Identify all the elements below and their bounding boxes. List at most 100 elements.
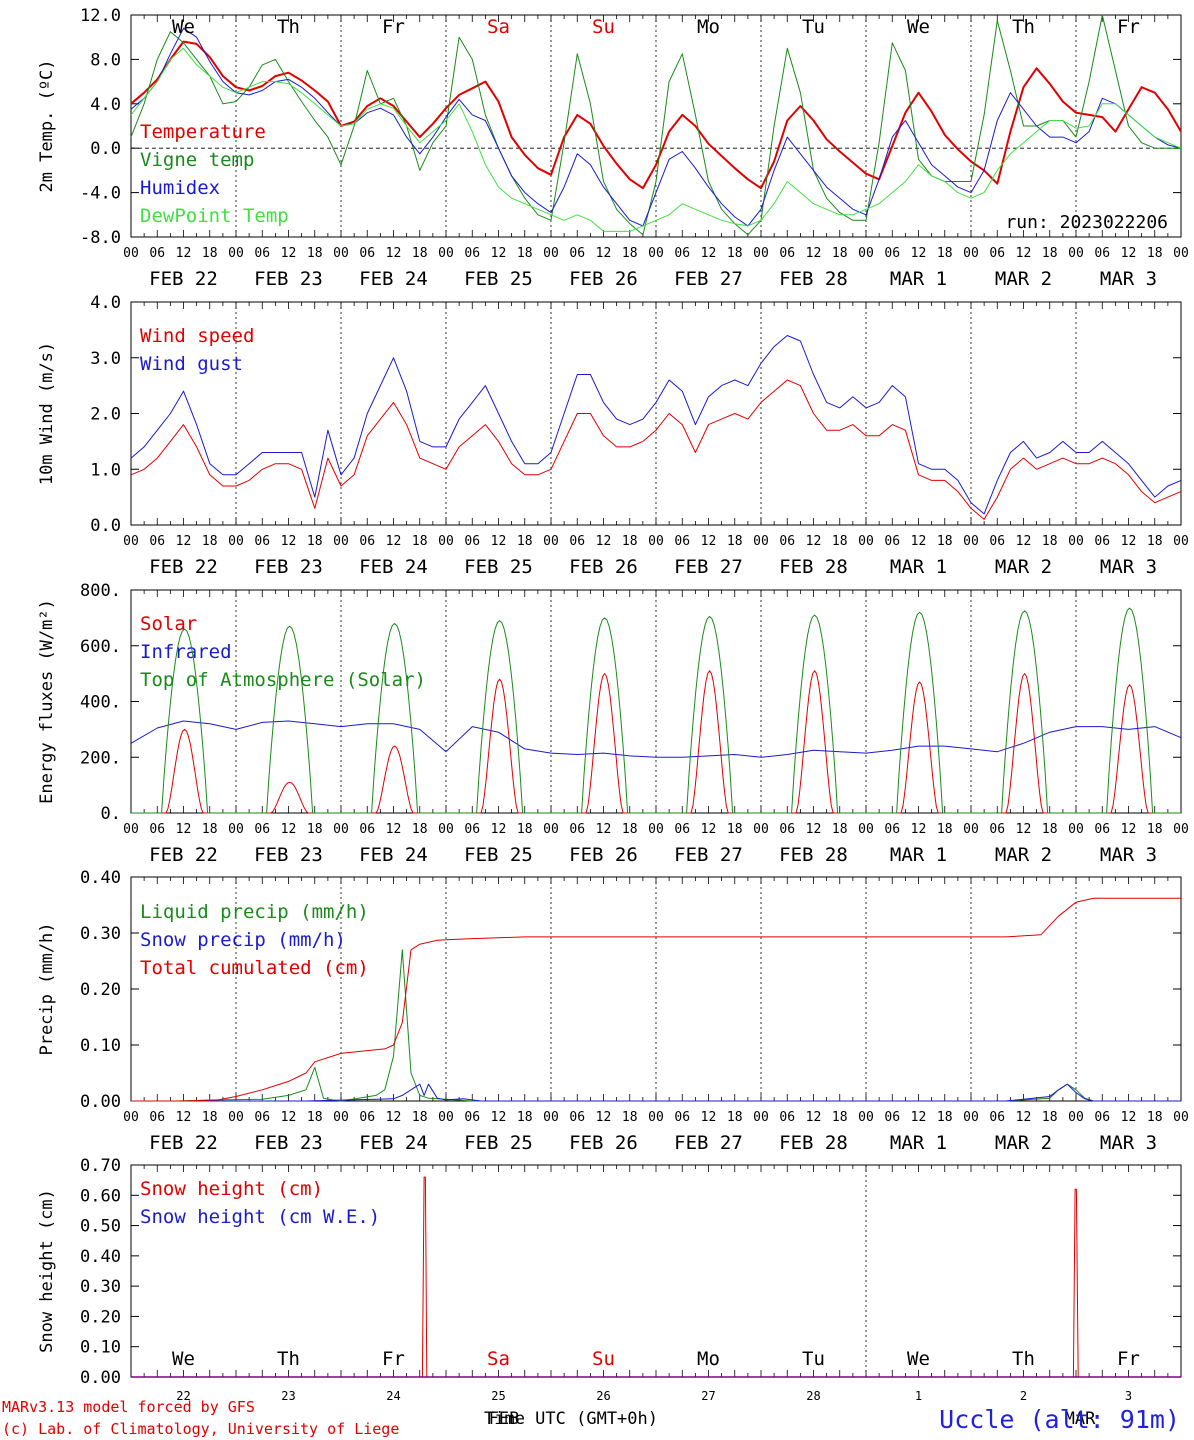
hour-tick-label: 00 bbox=[438, 1110, 454, 1125]
hour-tick-label: 12 bbox=[281, 246, 297, 261]
date-label: FEB 28 bbox=[779, 844, 848, 866]
hour-tick-label: 18 bbox=[1042, 1110, 1058, 1125]
hour-tick-label: 00 bbox=[648, 534, 664, 549]
y-tick-label: 0.70 bbox=[80, 1156, 121, 1176]
date-label: FEB 25 bbox=[464, 844, 533, 866]
y-tick-label: -4.0 bbox=[80, 184, 121, 204]
hour-tick-label: 18 bbox=[832, 534, 848, 549]
date-label: FEB 27 bbox=[674, 268, 743, 290]
hour-tick-label: 18 bbox=[307, 1110, 323, 1125]
hour-tick-label: 06 bbox=[779, 822, 795, 837]
y-tick-label: 8.0 bbox=[90, 50, 121, 70]
day-number: 25 bbox=[491, 1389, 505, 1403]
hour-tick-label: 12 bbox=[386, 246, 402, 261]
hour-tick-label: 18 bbox=[412, 1110, 428, 1125]
date-label: FEB 28 bbox=[779, 556, 848, 578]
legend-entry: Snow height (cm) bbox=[140, 1178, 323, 1200]
hour-tick-label: 06 bbox=[884, 534, 900, 549]
weekday-label: We bbox=[907, 16, 930, 38]
date-label: FEB 28 bbox=[779, 1132, 848, 1154]
day-number: 28 bbox=[806, 1389, 820, 1403]
date-label: FEB 27 bbox=[674, 556, 743, 578]
hour-tick-label: 00 bbox=[123, 534, 139, 549]
hour-tick-label: 06 bbox=[254, 822, 270, 837]
hour-tick-label: 00 bbox=[543, 534, 559, 549]
hour-tick-label: 00 bbox=[438, 822, 454, 837]
hour-tick-label: 18 bbox=[1147, 1110, 1163, 1125]
hour-tick-label: 18 bbox=[1042, 246, 1058, 261]
hour-tick-label: 12 bbox=[806, 246, 822, 261]
hour-tick-label: 00 bbox=[333, 534, 349, 549]
hour-tick-label: 18 bbox=[727, 534, 743, 549]
y-tick-label: 0.40 bbox=[80, 1247, 121, 1267]
hour-tick-label: 06 bbox=[149, 1110, 165, 1125]
series-line-4 bbox=[130, 47, 1182, 232]
date-label: MAR 1 bbox=[890, 1132, 947, 1154]
panel-5: 0.70 0.60 0.50 0.40 0.30 0.20 0.10 0.00 Snow hei… bbox=[37, 1156, 1182, 1403]
series-line-1 bbox=[130, 40, 1182, 190]
hour-tick-label: 06 bbox=[674, 534, 690, 549]
weekday-label: Mo bbox=[697, 1348, 720, 1370]
hour-tick-label: 18 bbox=[1147, 246, 1163, 261]
hour-tick-label: 18 bbox=[937, 1110, 953, 1125]
day-number: 26 bbox=[596, 1389, 610, 1403]
hour-tick-label: 06 bbox=[464, 822, 480, 837]
weekday-label: Tu bbox=[802, 1348, 825, 1370]
hour-tick-label: 00 bbox=[753, 246, 769, 261]
weekday-label: Th bbox=[277, 1348, 300, 1370]
day-number: 27 bbox=[701, 1389, 715, 1403]
legend-entry: Snow precip (mm/h) bbox=[140, 929, 346, 951]
date-label: FEB 22 bbox=[149, 844, 218, 866]
y-tick-label: 12.0 bbox=[80, 6, 121, 26]
hour-tick-label: 18 bbox=[832, 246, 848, 261]
hour-tick-label: 18 bbox=[1147, 534, 1163, 549]
hour-tick-label: 12 bbox=[491, 246, 507, 261]
y-tick-label: 0.50 bbox=[80, 1217, 121, 1237]
legend-entry: Solar bbox=[140, 613, 197, 635]
hour-tick-label: 00 bbox=[228, 534, 244, 549]
hour-tick-label: 18 bbox=[622, 1110, 638, 1125]
hour-tick-label: 06 bbox=[884, 1110, 900, 1125]
y-tick-label: 0.30 bbox=[80, 924, 121, 944]
date-label: MAR 1 bbox=[890, 556, 947, 578]
hour-tick-label: 06 bbox=[149, 246, 165, 261]
hour-tick-label: 18 bbox=[307, 246, 323, 261]
hour-tick-label: 12 bbox=[1016, 1110, 1032, 1125]
hour-tick-label: 00 bbox=[1173, 822, 1189, 837]
panel-2: 4.0 3.0 2.0 1.0 0.0 10m Wind (m/s) Wind speed W… bbox=[37, 293, 1189, 578]
hour-tick-label: 12 bbox=[596, 246, 612, 261]
hour-tick-label: 00 bbox=[1068, 822, 1084, 837]
day-number: 23 bbox=[281, 1389, 295, 1403]
hour-tick-label: 12 bbox=[1016, 246, 1032, 261]
date-label: FEB 24 bbox=[359, 556, 428, 578]
hour-tick-label: 12 bbox=[176, 1110, 192, 1125]
hour-tick-label: 00 bbox=[858, 246, 874, 261]
hour-tick-label: 00 bbox=[1173, 246, 1189, 261]
hour-tick-label: 06 bbox=[989, 1110, 1005, 1125]
weekday-label: Fr bbox=[1117, 16, 1140, 38]
hour-tick-label: 06 bbox=[464, 246, 480, 261]
hour-tick-label: 18 bbox=[307, 822, 323, 837]
hour-tick-label: 00 bbox=[438, 246, 454, 261]
hour-tick-label: 18 bbox=[412, 534, 428, 549]
hour-tick-label: 06 bbox=[359, 534, 375, 549]
hour-tick-label: 00 bbox=[543, 822, 559, 837]
date-label: FEB 24 bbox=[359, 1132, 428, 1154]
hour-tick-label: 06 bbox=[1094, 1110, 1110, 1125]
hour-tick-label: 06 bbox=[464, 534, 480, 549]
hour-tick-label: 06 bbox=[254, 534, 270, 549]
day-number: 2 bbox=[1020, 1389, 1027, 1403]
hour-tick-label: 06 bbox=[884, 822, 900, 837]
hour-tick-label: 12 bbox=[491, 534, 507, 549]
footer: MARv3.13 model forced by GFS (c) Lab. of … bbox=[2, 1398, 1180, 1438]
hour-tick-label: 18 bbox=[202, 534, 218, 549]
date-label: FEB 26 bbox=[569, 844, 638, 866]
date-label: FEB 23 bbox=[254, 556, 323, 578]
day-number: 3 bbox=[1125, 1389, 1132, 1403]
y-tick-label: 0.0 bbox=[90, 516, 121, 536]
hour-tick-label: 06 bbox=[989, 534, 1005, 549]
hour-tick-label: 00 bbox=[648, 822, 664, 837]
day-number: 22 bbox=[176, 1389, 190, 1403]
hour-tick-label: 18 bbox=[517, 822, 533, 837]
